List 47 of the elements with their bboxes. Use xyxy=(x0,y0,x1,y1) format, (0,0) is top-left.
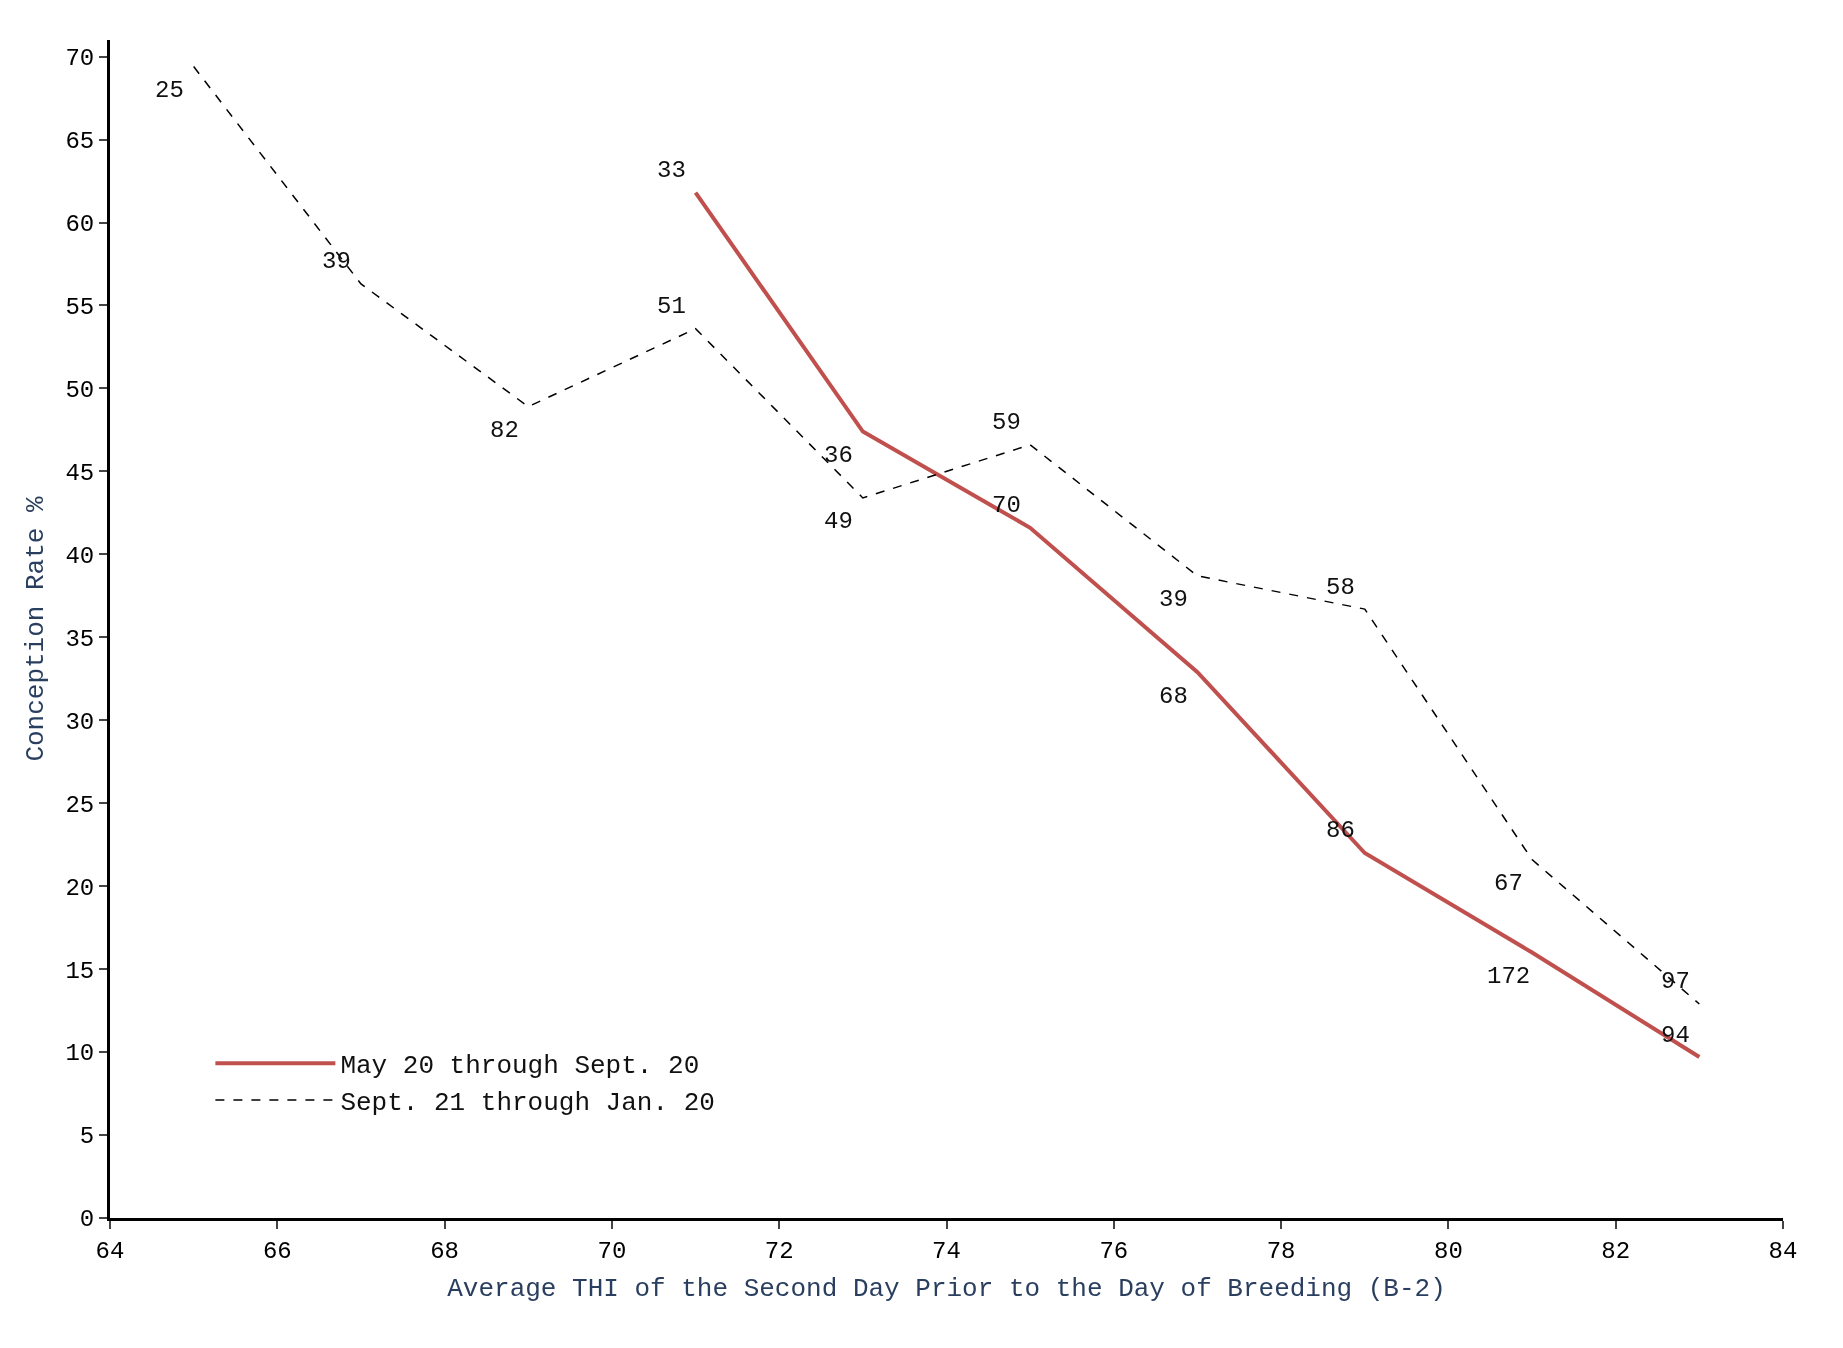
x-tick-label: 84 xyxy=(1768,1237,1798,1265)
y-tick-label: 35 xyxy=(65,625,95,653)
annotation: 70 xyxy=(992,492,1021,519)
legend-label: Sept. 21 through Jan. 20 xyxy=(340,1088,715,1119)
annotation: 58 xyxy=(1326,574,1355,601)
x-tick-label: 76 xyxy=(1099,1237,1129,1265)
y-tick-label: 30 xyxy=(65,708,95,736)
annotation: 39 xyxy=(1159,586,1188,613)
annotation: 49 xyxy=(824,508,853,535)
annotation: 39 xyxy=(322,248,351,275)
y-tick-label: 25 xyxy=(65,791,95,819)
x-tick-label: 74 xyxy=(932,1237,961,1265)
x-tick-label: 66 xyxy=(262,1237,292,1265)
y-tick-label: 10 xyxy=(65,1040,95,1068)
annotation: 68 xyxy=(1159,683,1188,710)
y-tick-label: 60 xyxy=(65,210,95,238)
y-tick-label: 20 xyxy=(65,874,95,902)
x-tick-label: 64 xyxy=(95,1237,125,1265)
legend-label: May 20 through Sept. 20 xyxy=(340,1051,700,1082)
x-tick-label: 80 xyxy=(1433,1237,1463,1265)
y-tick-label: 5 xyxy=(79,1123,95,1151)
x-tick-label: 72 xyxy=(764,1237,794,1265)
x-tick-label: 68 xyxy=(430,1237,460,1265)
x-axis-title: Average THI of the Second Day Prior to the Day of Breeding (B-2) xyxy=(447,1274,1446,1305)
y-axis-title: Conception Rate % xyxy=(20,495,51,762)
annotation: 33 xyxy=(657,157,686,184)
annotation: 172 xyxy=(1487,963,1531,990)
y-tick-label: 0 xyxy=(79,1206,95,1234)
x-tick-label: 78 xyxy=(1266,1237,1296,1265)
annotation: 25 xyxy=(155,77,184,104)
x-tick-label: 70 xyxy=(597,1237,627,1265)
annotation: 94 xyxy=(1661,1022,1690,1049)
y-tick-label: 65 xyxy=(65,127,95,155)
y-tick-label: 50 xyxy=(65,376,95,404)
y-tick-label: 70 xyxy=(65,44,95,72)
annotation: 59 xyxy=(992,409,1021,436)
y-tick-label: 40 xyxy=(65,542,95,570)
annotation: 51 xyxy=(657,293,686,320)
annotation: 97 xyxy=(1661,968,1690,995)
x-tick-label: 82 xyxy=(1601,1237,1631,1265)
annotation: 36 xyxy=(824,442,853,469)
line-series xyxy=(192,65,1701,1005)
annotation: 67 xyxy=(1494,870,1523,897)
y-tick-label: 45 xyxy=(65,459,95,487)
y-tick-label: 55 xyxy=(65,293,95,321)
y-tick-label: 15 xyxy=(65,957,95,985)
annotation: 82 xyxy=(490,417,519,444)
